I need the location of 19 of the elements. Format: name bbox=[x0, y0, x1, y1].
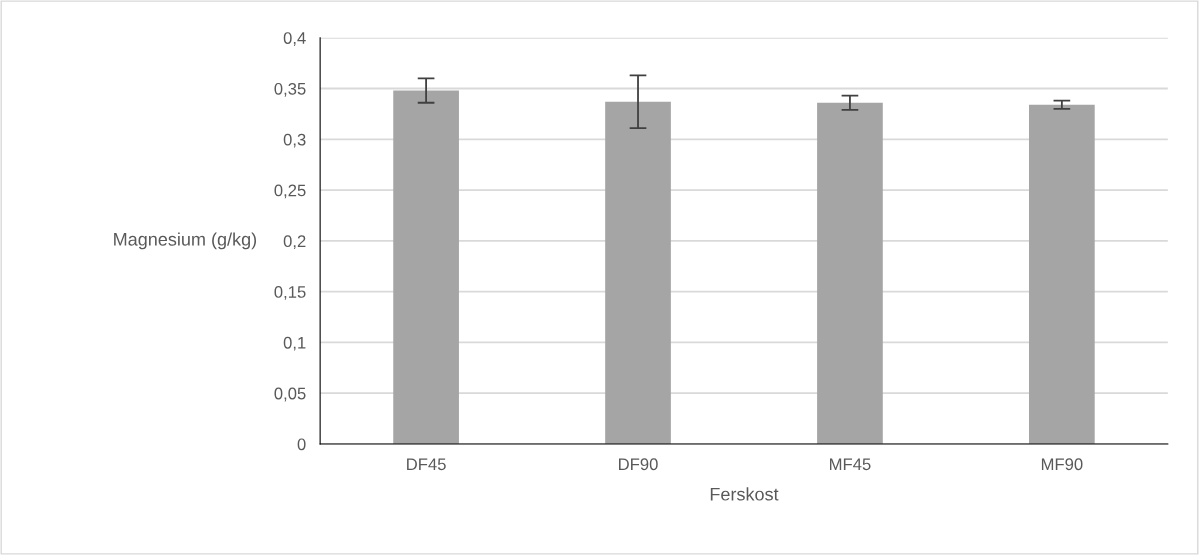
y-tick-label: 0,4 bbox=[283, 32, 306, 46]
y-tick-label: 0,15 bbox=[274, 286, 306, 300]
bar bbox=[393, 90, 459, 444]
bar bbox=[605, 101, 671, 444]
bar bbox=[1029, 104, 1095, 444]
y-tick-label: 0,05 bbox=[274, 387, 306, 402]
y-tick-label: 0,1 bbox=[283, 336, 306, 351]
y-axis-title: Magnesium (g/kg) bbox=[114, 232, 257, 250]
x-tick-label: DF45 bbox=[407, 458, 446, 471]
x-axis-title: Ferskost bbox=[710, 487, 779, 501]
y-tick-label: 0,35 bbox=[274, 82, 306, 97]
y-tick-label: 0,2 bbox=[283, 235, 306, 250]
x-tick-label: DF90 bbox=[619, 458, 658, 471]
x-tick-label: MF45 bbox=[830, 458, 871, 471]
y-tick-label: 0 bbox=[297, 438, 306, 451]
bar bbox=[817, 102, 883, 444]
y-tick-label: 0,25 bbox=[274, 184, 306, 199]
y-tick-label: 0,3 bbox=[283, 133, 306, 148]
x-tick-label: MF90 bbox=[1041, 458, 1083, 471]
